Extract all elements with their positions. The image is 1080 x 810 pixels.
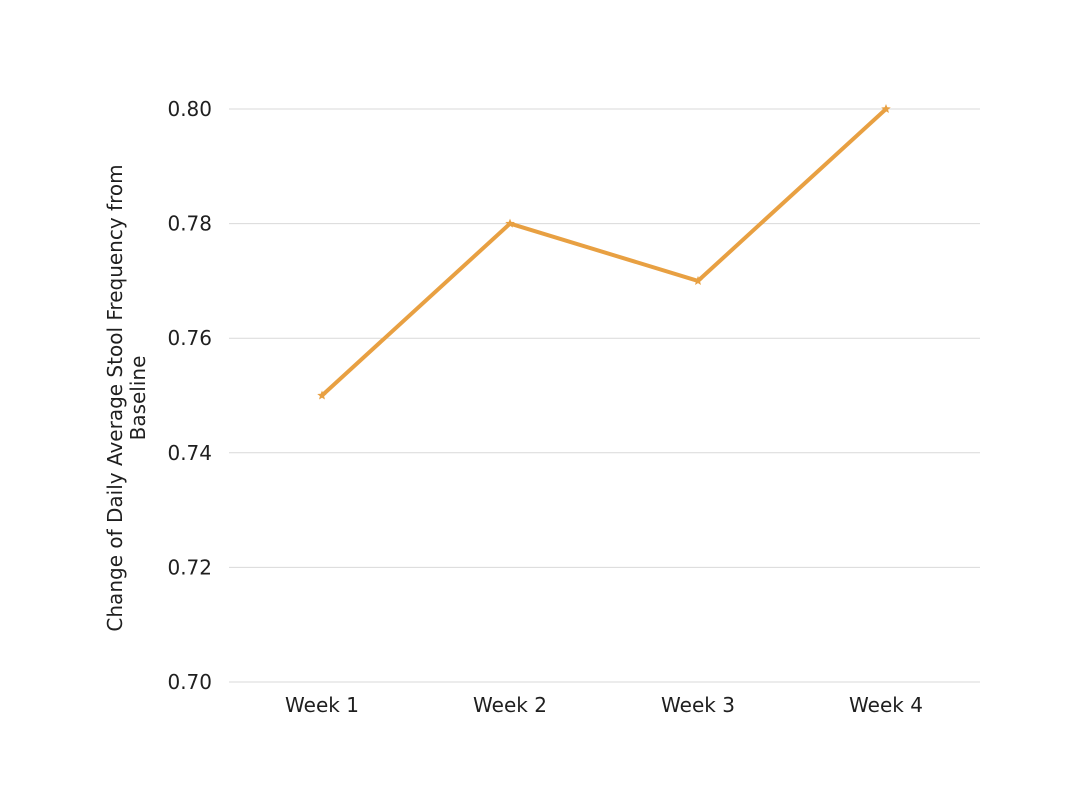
series-line bbox=[320, 107, 888, 398]
y-tick-label: 0.70 bbox=[167, 670, 212, 694]
data-point-star-marker bbox=[881, 104, 891, 114]
x-axis-tick-labels: Week 1 Week 2 Week 3 Week 4 bbox=[285, 693, 923, 717]
y-axis-title: Change of Daily Average Stool Frequency … bbox=[103, 164, 150, 631]
x-tick-label: Week 2 bbox=[473, 693, 547, 717]
x-tick-label: Week 4 bbox=[849, 693, 923, 717]
y-tick-label: 0.76 bbox=[167, 326, 212, 350]
data-point-star-marker bbox=[317, 390, 327, 400]
y-tick-label: 0.74 bbox=[167, 441, 212, 465]
gridlines bbox=[229, 108, 980, 683]
x-tick-label: Week 3 bbox=[661, 693, 735, 717]
series-layer bbox=[317, 104, 891, 400]
y-tick-label: 0.80 bbox=[167, 97, 212, 121]
x-tick-label: Week 1 bbox=[285, 693, 359, 717]
data-point-star-marker bbox=[693, 275, 703, 285]
y-tick-label: 0.78 bbox=[167, 212, 212, 236]
data-point-star-marker bbox=[505, 218, 515, 228]
y-axis-tick-labels: 0.70 0.72 0.74 0.76 0.78 0.80 bbox=[167, 97, 212, 694]
y-tick-label: 0.72 bbox=[167, 555, 212, 579]
